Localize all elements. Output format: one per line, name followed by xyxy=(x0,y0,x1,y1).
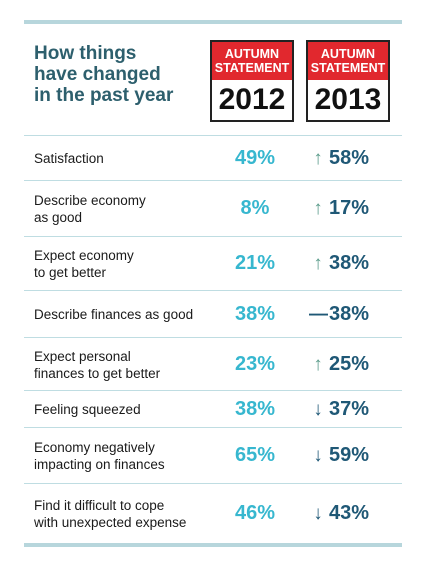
value-2013: ↑ 58% xyxy=(309,147,399,170)
row-label-line: Expect economy xyxy=(34,248,134,263)
row-label-line: Describe finances as good xyxy=(34,307,194,322)
value-2013-text: 37% xyxy=(329,398,370,420)
table-row: Describe economy as good 8% ↑ 17% xyxy=(24,180,402,237)
table-row: Describe finances as good 38% —38% xyxy=(24,290,402,338)
column-header-label: AUTUMN STATEMENT xyxy=(308,42,388,80)
infographic-title: How things have changed in the past year xyxy=(34,43,204,106)
value-2013-text: 17% xyxy=(329,197,370,219)
value-2012: 38% xyxy=(234,398,276,420)
value-2013: ↓ 59% xyxy=(309,444,399,467)
column-header-label-line: AUTUMN xyxy=(320,47,376,61)
arrow-up-icon: ↑ xyxy=(313,253,323,274)
value-2013-text: 38% xyxy=(329,303,370,325)
column-header-year: 2013 xyxy=(314,83,382,116)
value-2013-text: 58% xyxy=(329,147,370,169)
row-label-line: finances to get better xyxy=(34,366,161,381)
column-header-label: AUTUMN STATEMENT xyxy=(212,42,292,80)
row-label-line: Expect personal xyxy=(34,349,131,364)
column-header-label-line: STATEMENT xyxy=(214,61,290,75)
value-2013-text: 59% xyxy=(329,444,370,466)
row-label: Describe finances as good xyxy=(34,306,193,323)
title-line: How things xyxy=(34,43,137,64)
title-line: have changed xyxy=(34,64,161,85)
value-2013: ↑ 38% xyxy=(309,252,399,275)
bottom-border xyxy=(24,543,402,547)
value-2013-text: 38% xyxy=(329,252,370,274)
title-line: in the past year xyxy=(34,85,174,106)
row-label-line: Describe economy xyxy=(34,193,146,208)
dash-icon: — xyxy=(309,304,328,325)
row-label-line: impacting on finances xyxy=(34,457,165,472)
column-header-2013: AUTUMN STATEMENT 2013 xyxy=(306,40,390,122)
table-row: Feeling squeezed 38% ↓ 37% xyxy=(24,390,402,428)
value-2012: 65% xyxy=(234,444,276,466)
row-label: Expect personal finances to get better xyxy=(34,348,160,382)
value-2012: 8% xyxy=(240,197,270,219)
column-header-2012: AUTUMN STATEMENT 2012 xyxy=(210,40,294,122)
value-2012: 46% xyxy=(234,502,276,524)
value-2012: 38% xyxy=(234,303,276,325)
table-row: Economy negatively impacting on finances 6… xyxy=(24,427,402,484)
row-label: Feeling squeezed xyxy=(34,401,141,418)
row-label-line: Economy negatively xyxy=(34,440,155,455)
table-row: Expect economy to get better 21% ↑ 38% xyxy=(24,236,402,291)
row-label-line: with unexpected expense xyxy=(34,515,187,530)
value-2013: ↓ 37% xyxy=(309,398,399,421)
row-label-line: Find it difficult to cope xyxy=(34,498,165,513)
table-row: Satisfaction 49% ↑ 58% xyxy=(24,135,402,181)
row-label: Economy negatively impacting on finances xyxy=(34,439,165,473)
arrow-down-icon: ↓ xyxy=(313,399,323,420)
row-label-line: as good xyxy=(34,210,83,225)
table-row: Find it difficult to cope with unexpected… xyxy=(24,483,402,544)
value-2013-text: 25% xyxy=(329,353,370,375)
arrow-down-icon: ↓ xyxy=(313,503,323,524)
row-label: Satisfaction xyxy=(34,150,104,167)
top-border xyxy=(24,20,402,24)
row-label: Describe economy as good xyxy=(34,192,146,226)
column-header-label-line: STATEMENT xyxy=(310,61,386,75)
row-label-line: Satisfaction xyxy=(34,151,104,166)
arrow-up-icon: ↑ xyxy=(313,148,323,169)
row-label: Find it difficult to cope with unexpected… xyxy=(34,497,186,531)
arrow-up-icon: ↑ xyxy=(313,354,323,375)
column-header-year: 2012 xyxy=(218,83,286,116)
value-2013: ↓ 43% xyxy=(309,502,399,525)
value-2013: ↑ 17% xyxy=(309,197,399,220)
table-row: Expect personal finances to get better 23%… xyxy=(24,337,402,391)
row-label: Expect economy to get better xyxy=(34,247,134,281)
value-2013-text: 43% xyxy=(329,502,370,524)
value-2012: 23% xyxy=(234,353,276,375)
value-2012: 21% xyxy=(234,252,276,274)
row-label-line: to get better xyxy=(34,265,107,280)
arrow-down-icon: ↓ xyxy=(313,445,323,466)
value-2013: ↑ 25% xyxy=(309,353,399,376)
column-header-label-line: AUTUMN xyxy=(224,47,280,61)
value-2012: 49% xyxy=(234,147,276,169)
arrow-up-icon: ↑ xyxy=(313,198,323,219)
row-label-line: Feeling squeezed xyxy=(34,402,141,417)
value-2013: —38% xyxy=(309,303,399,326)
